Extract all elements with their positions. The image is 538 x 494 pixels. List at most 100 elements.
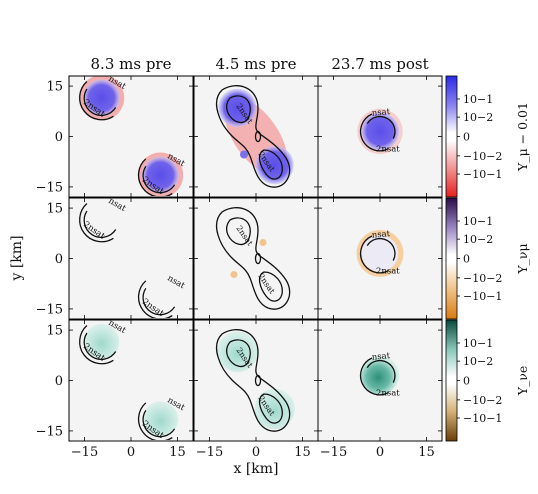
contour-2nsat [142, 287, 176, 316]
contour-nsat [137, 402, 173, 440]
star-core [142, 401, 179, 437]
contour-nsat [359, 235, 390, 274]
colorbar-tick-label: 10−2 [463, 111, 493, 124]
orange-spot [230, 271, 238, 278]
y-tick-label: 15 [46, 80, 63, 95]
colorbar-tick-label: 10−1 [463, 215, 493, 228]
contour-nsat [79, 325, 114, 365]
colorbar-tick-label: −10−1 [463, 412, 502, 425]
density-contours [216, 207, 291, 310]
x-tick-label: 15 [169, 445, 186, 460]
column-title: 4.5 ms pre [216, 55, 297, 73]
colorbar-tick-label: −10−2 [463, 272, 502, 285]
y-axis-label: y [km] [9, 235, 25, 281]
contour-2nsat [366, 359, 396, 383]
star-core [360, 112, 400, 151]
density-contours [79, 203, 176, 318]
contour-2nsat [83, 88, 117, 117]
contour-2nsat [142, 165, 176, 194]
density-contours [359, 235, 396, 274]
y-tick-label: −15 [36, 424, 63, 439]
contour-nsat [359, 113, 390, 152]
star-core [218, 88, 257, 128]
colorbar-tick-label: 10−2 [463, 355, 493, 368]
contour-nsat [359, 357, 390, 396]
contour-label-2nsat: 2nsat [376, 145, 400, 155]
colorbar-tick-label: −10−1 [463, 168, 502, 181]
x-tick-label: 0 [376, 445, 384, 460]
star-core [361, 235, 399, 272]
y-tick-label: −15 [36, 180, 63, 195]
contour-2nsat [226, 95, 283, 180]
column-title: 23.7 ms post [331, 55, 428, 73]
colorbar-tick-label: −10−1 [463, 290, 502, 303]
contour-inner [254, 374, 262, 387]
star-core [83, 324, 120, 360]
panel-r1-c2: nsat 2nsat [317, 197, 443, 320]
column-title: 8.3 ms pre [91, 55, 172, 73]
star-core [82, 79, 121, 117]
star-core [141, 156, 180, 194]
contour-nsat [137, 280, 173, 318]
colorbar-tick-label: 10−1 [463, 93, 493, 106]
contour-2nsat [83, 332, 117, 361]
contour-nsat [79, 203, 114, 243]
x-tick-label: 15 [294, 445, 311, 460]
colorbar-tick-label: 10−2 [463, 233, 493, 246]
colorbar-label: Y_νμ [515, 243, 530, 274]
colorbar-label: Y_νe [515, 366, 530, 397]
y-tick-label: −15 [36, 302, 63, 317]
panel-background [69, 198, 192, 318]
y-tick-label: 0 [55, 252, 63, 267]
y-tick-label: 0 [55, 130, 63, 145]
colorbar-tick-label: 0 [463, 131, 470, 144]
contour-2nsat [366, 115, 396, 139]
contour-inner [254, 252, 262, 265]
contour-label-2nsat: 2nsat [376, 267, 400, 277]
colorbar-tick-label: 0 [463, 375, 470, 388]
orange-spot [259, 239, 267, 246]
colorbar-gradient [445, 197, 458, 320]
contour-label-nsat: nsat [371, 351, 391, 363]
y-tick-label: 15 [46, 202, 63, 217]
density-contours [359, 113, 396, 152]
colorbars: 10−1 10−2 0 −10−2 −10−1 Y_μ − 0.01 10−1 10−2 0 −1… [445, 75, 530, 442]
x-tick-label: 0 [252, 445, 260, 460]
density-contours [79, 81, 176, 196]
star-core [360, 356, 400, 395]
density-contours [216, 85, 291, 188]
colorbar-0: 10−1 10−2 0 −10−2 −10−1 Y_μ − 0.01 [445, 75, 530, 198]
contour-2nsat [226, 339, 283, 424]
contour-label-2nsat: 2nsat [376, 389, 400, 399]
star-core [240, 150, 248, 159]
contour-2nsat [142, 409, 176, 438]
y-tick-label: 0 [55, 374, 63, 389]
density-contours [359, 357, 396, 396]
contour-inner [254, 130, 262, 143]
colorbar-gradient [445, 319, 458, 442]
panel-r2-c2: nsat 2nsat −15 0 15 [317, 319, 443, 460]
contour-2nsat [83, 210, 117, 239]
x-tick-label: 15 [418, 445, 435, 460]
colorbar-gradient [445, 75, 458, 198]
x-tick-label: −15 [196, 445, 223, 460]
colorbar-tick-label: −10−2 [463, 150, 502, 163]
colorbar-tick-label: 10−1 [463, 337, 493, 350]
contour-2nsat [226, 217, 283, 302]
x-tick-label: 0 [127, 445, 135, 460]
y-tick-label: 15 [46, 324, 63, 339]
contour-nsat [137, 158, 173, 196]
star-core [254, 388, 295, 430]
contour-2nsat [366, 237, 396, 261]
density-contours [216, 329, 291, 432]
colorbar-1: 10−1 10−2 0 −10−2 −10−1 Y_νμ [445, 197, 530, 320]
density-contours [79, 325, 176, 440]
